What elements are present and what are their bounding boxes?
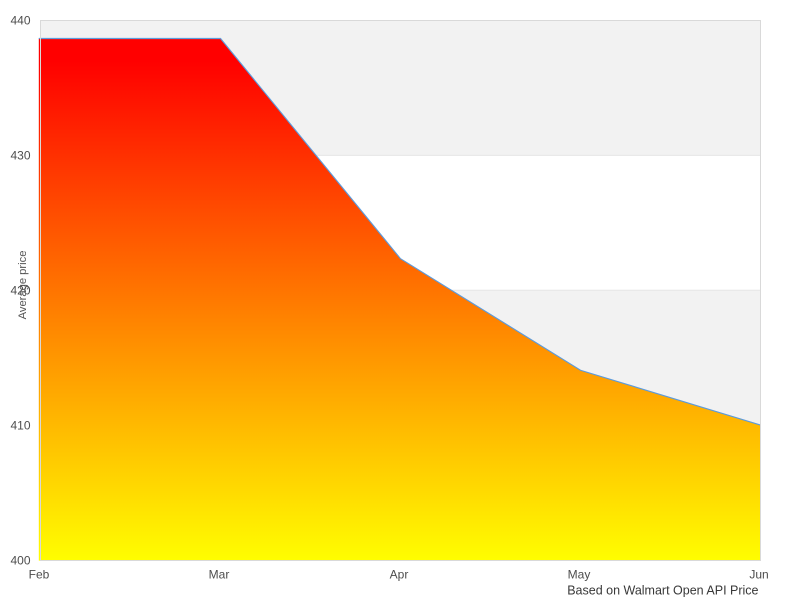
svg-text:Apr: Apr xyxy=(390,567,409,581)
svg-text:Based on Walmart Open API Pric: Based on Walmart Open API Price xyxy=(567,584,758,598)
svg-text:410: 410 xyxy=(10,418,30,432)
svg-text:430: 430 xyxy=(10,149,30,163)
svg-text:440: 440 xyxy=(10,14,30,28)
svg-text:Jun: Jun xyxy=(749,567,768,581)
svg-text:Average price: Average price xyxy=(17,251,29,320)
svg-text:Mar: Mar xyxy=(209,567,230,581)
svg-text:Feb: Feb xyxy=(29,567,50,581)
svg-text:420: 420 xyxy=(10,284,30,298)
svg-text:May: May xyxy=(568,567,591,581)
svg-text:400: 400 xyxy=(10,553,30,567)
